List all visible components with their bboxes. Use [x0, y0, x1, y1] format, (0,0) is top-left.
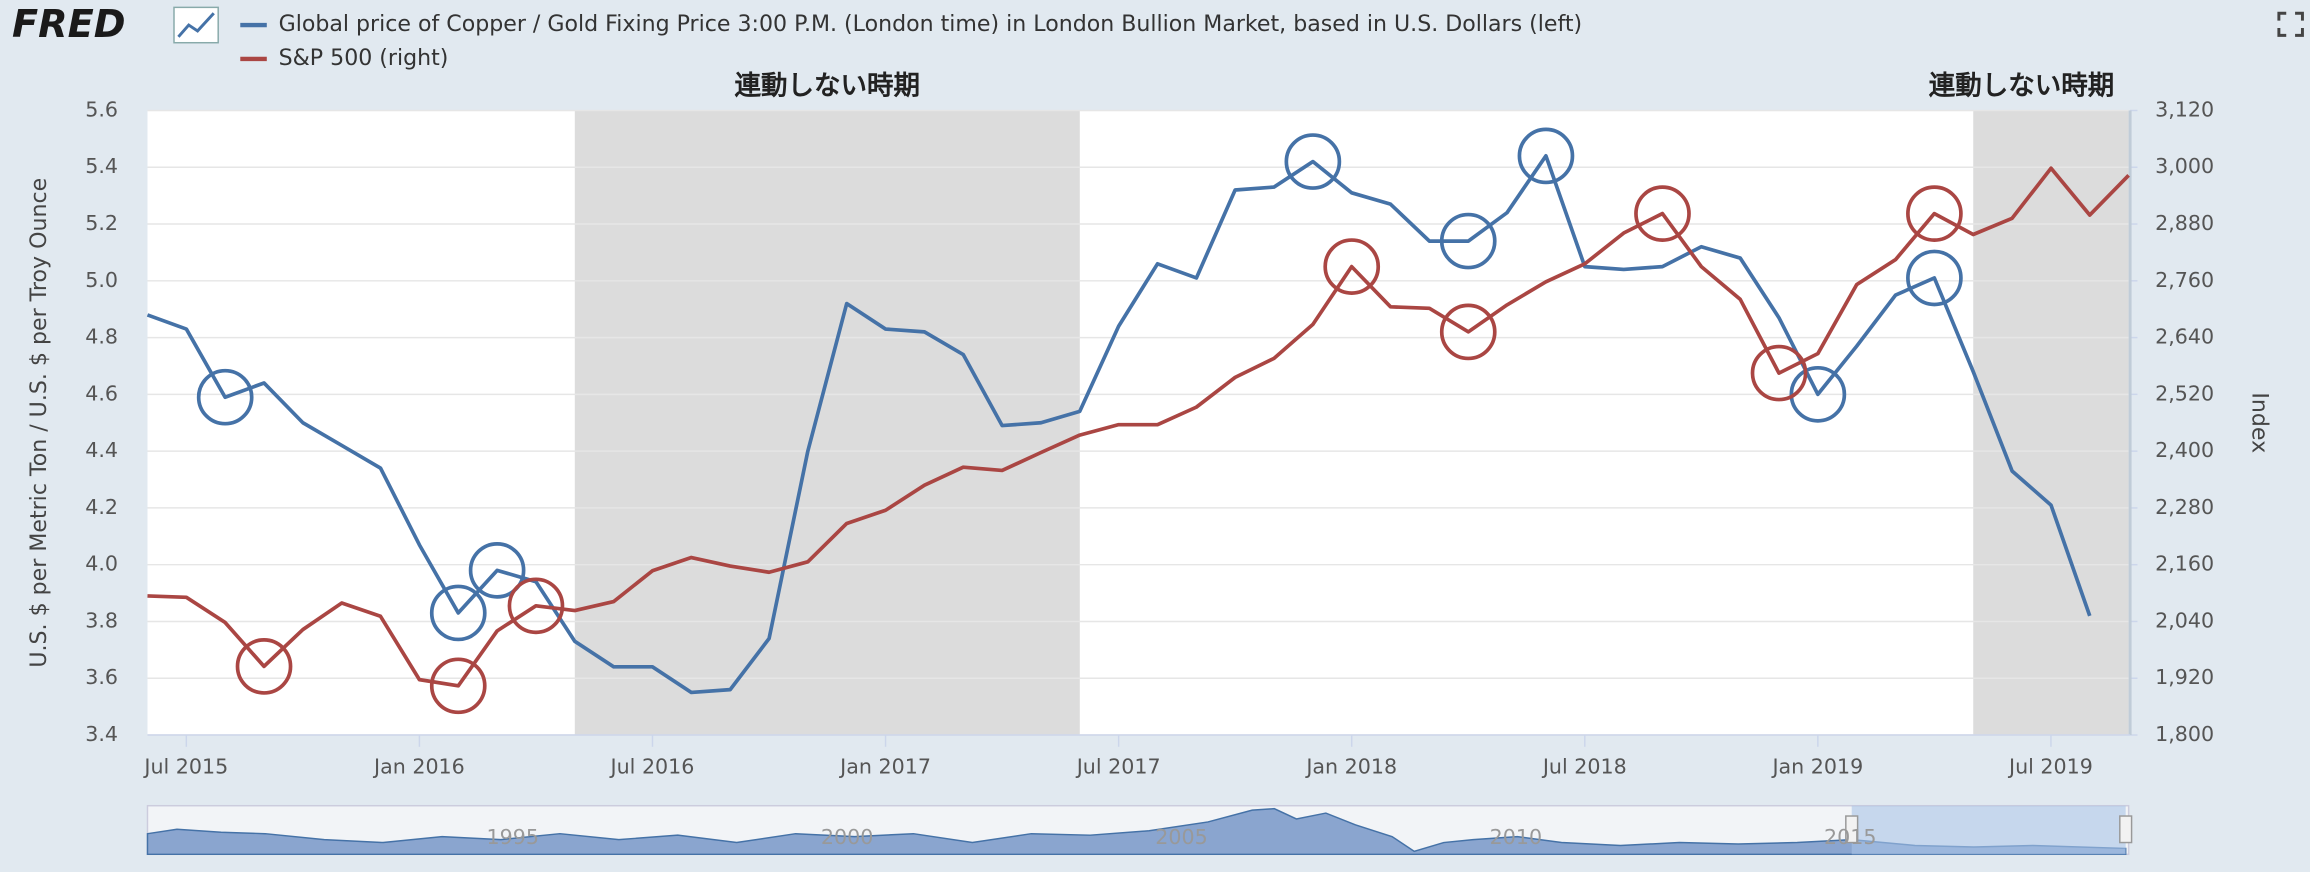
y-tick-label: 3.8: [85, 608, 118, 632]
y2-tick-label: 3,000: [2155, 154, 2214, 178]
legend-label: Global price of Copper / Gold Fixing Pri…: [279, 11, 1583, 37]
navigator-labels: 1995 2000 2005 2010 2015: [487, 825, 1877, 849]
series-line: [147, 166, 2130, 688]
fullscreen-icon[interactable]: [2277, 11, 2304, 37]
shaded-layer: [574, 110, 2129, 736]
annotation-circle: [1750, 344, 1808, 402]
series-layer: [146, 153, 2130, 695]
y2-axis-title: Index: [2246, 392, 2272, 453]
x-tick-label: Jul 2018: [1541, 754, 1627, 778]
annotation-circle: [429, 584, 487, 642]
annotation-layer: [196, 127, 1963, 715]
y-tick-label: 5.2: [85, 211, 118, 235]
shaded-period-label: 連動しない時期: [1929, 70, 2115, 101]
y2-tick-label: 2,640: [2155, 325, 2214, 349]
series-line: [146, 153, 2092, 695]
x-tick-label: Jul 2015: [142, 754, 228, 778]
navigator-label: 2000: [821, 825, 873, 849]
annotation-circle: [507, 577, 565, 635]
y-tick-label: 4.2: [85, 495, 118, 519]
navigator-handle[interactable]: [2119, 815, 2133, 844]
shaded-period-label: 連動しない時期: [735, 70, 921, 101]
annotation-circle: [1517, 127, 1575, 185]
x-tick-label: Jul 2016: [609, 754, 695, 778]
annotation-circle: [1284, 133, 1342, 190]
y-tick-label: 3.4: [85, 722, 118, 746]
annotation-circle: [1906, 185, 1963, 242]
y-tick-label: 5.4: [85, 154, 118, 178]
y2-tick-label: 3,120: [2155, 97, 2214, 121]
plot-area: [147, 110, 2129, 736]
shaded-period: [1973, 110, 2129, 736]
navigator-selection[interactable]: [1851, 805, 2126, 855]
annotation-circle: [1439, 303, 1497, 361]
y-tick-label: 5.0: [85, 268, 118, 292]
annotation-circle: [468, 542, 526, 599]
y2-tick-label: 2,760: [2155, 268, 2214, 292]
annotation-circle: [235, 638, 293, 695]
annotation-circle: [196, 368, 254, 426]
x-tick-label: Jul 2019: [2007, 754, 2093, 778]
annotation-circle: [1634, 185, 1691, 242]
y-tick-label: 4.4: [85, 438, 118, 462]
fred-logo[interactable]: FRED: [12, 2, 126, 47]
logo-icon: [173, 6, 219, 44]
y-tick-label: 5.6: [85, 97, 118, 121]
navigator-area: [146, 807, 2127, 856]
x-tick-label: Jan 2019: [1770, 754, 1863, 778]
y2-tick-label: 2,040: [2155, 608, 2214, 632]
y2-tick-label: 2,280: [2155, 495, 2214, 519]
annotation-circle: [1323, 238, 1381, 295]
y-tick-label: 3.6: [85, 665, 118, 689]
annotation-circle: [1906, 249, 1963, 307]
y-tick-label: 4.8: [85, 325, 118, 349]
navigator-label: 2015: [1824, 825, 1876, 849]
y2-tick-label: 2,520: [2155, 381, 2214, 405]
y-tick-label: 4.0: [85, 552, 118, 576]
navigator-label: 2005: [1155, 825, 1207, 849]
y2-tick-label: 2,160: [2155, 552, 2214, 576]
annotation-circle: [1789, 366, 1847, 423]
y2-tick-label: 2,880: [2155, 211, 2214, 235]
navigator-handle[interactable]: [1845, 815, 1859, 844]
navigator-label: 2010: [1490, 825, 1542, 849]
y-tick-label: 4.6: [85, 381, 118, 405]
legend-label: S&P 500 (right): [279, 45, 449, 71]
x-tick-label: Jan 2017: [838, 754, 931, 778]
annotation-circle: [429, 657, 487, 715]
y2-tick-label: 1,920: [2155, 665, 2214, 689]
x-tick-label: Jan 2018: [1304, 754, 1397, 778]
annotation-circle: [1439, 212, 1497, 270]
y2-tick-label: 2,400: [2155, 438, 2214, 462]
navigator-label: 1995: [487, 825, 539, 849]
y2-tick-label: 1,800: [2155, 722, 2214, 746]
navigator: [146, 804, 2133, 856]
y-axis-title: U.S. $ per Metric Ton / U.S. $ per Troy …: [26, 178, 52, 668]
shaded-period: [574, 110, 1080, 736]
x-tick-label: Jan 2016: [372, 754, 465, 778]
label-layer: 連動しない時期 連動しない時期 3.4 3.6 3.8 4.0 4.2 4.4 4.6 4.8 5.…: [85, 11, 2214, 778]
x-tick-label: Jul 2017: [1075, 754, 1161, 778]
